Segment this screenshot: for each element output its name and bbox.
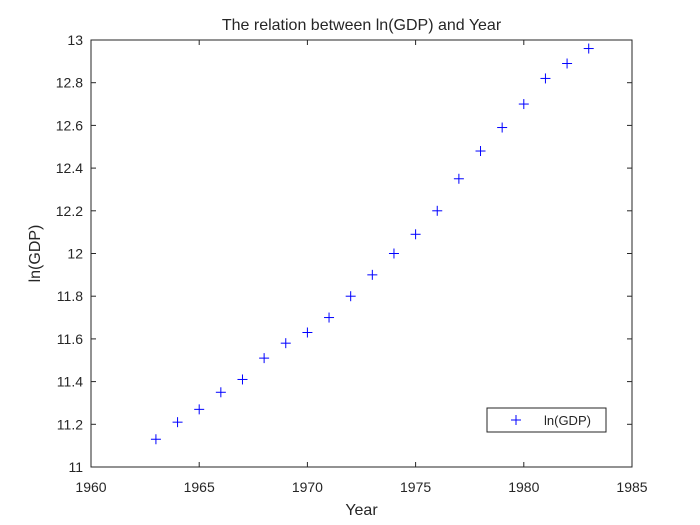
y-tick-label: 11.2 (57, 416, 83, 432)
y-tick-label: 12.6 (56, 117, 83, 133)
data-point (432, 205, 443, 216)
plot-area (90, 39, 633, 468)
y-tick-label: 12.8 (56, 75, 83, 91)
axes-box (90, 39, 633, 468)
y-tick-label: 13 (67, 32, 83, 48)
data-point (367, 269, 378, 280)
chart-title: The relation between ln(GDP) and Year (222, 17, 502, 34)
data-point (280, 338, 291, 349)
legend-box (486, 407, 607, 433)
data-point (453, 173, 464, 184)
x-tick-label: 1965 (184, 479, 215, 495)
data-point (410, 229, 421, 240)
data-point (194, 404, 205, 415)
data-point (150, 434, 161, 445)
y-axis-label: ln(GDP) (27, 225, 44, 283)
legend-entry-label: ln(GDP) (544, 413, 591, 428)
data-point (518, 99, 529, 110)
y-tick-label: 12 (67, 246, 83, 262)
data-point (583, 43, 594, 54)
data-point (259, 353, 270, 364)
data-point (237, 374, 248, 385)
x-tick-label: 1960 (75, 479, 106, 495)
y-tick-label: 12.2 (56, 203, 83, 219)
x-tick-label: 1985 (616, 479, 647, 495)
data-point (345, 291, 356, 302)
data-point (302, 327, 313, 338)
data-point (497, 122, 508, 133)
x-tick-labels: 1960 1965 1970 1975 1980 1985 (75, 479, 647, 495)
x-tick-label: 1970 (292, 479, 323, 495)
legend-marker (511, 415, 521, 425)
data-point (324, 312, 335, 323)
x-tick-label: 1980 (508, 479, 539, 495)
y-tick-label: 11 (68, 459, 83, 475)
data-points (150, 43, 594, 445)
y-tick-label: 11.8 (57, 288, 83, 304)
data-point (215, 387, 226, 398)
legend: ln(GDP) (486, 407, 607, 433)
y-tick-label: 11.6 (57, 331, 83, 347)
axes-background (91, 40, 632, 467)
x-tick-label: 1975 (400, 479, 431, 495)
data-point (562, 58, 573, 69)
y-tick-labels: 11 11.2 11.4 11.6 11.8 12 12.2 12.4 12.6 12.8 13 (56, 32, 83, 475)
data-point (475, 146, 486, 157)
x-axis-label: Year (345, 502, 378, 519)
y-tick-label: 11.4 (57, 374, 83, 390)
y-tick-label: 12.4 (56, 160, 83, 176)
data-point (172, 417, 183, 428)
data-point (540, 73, 551, 84)
data-point (388, 248, 399, 259)
